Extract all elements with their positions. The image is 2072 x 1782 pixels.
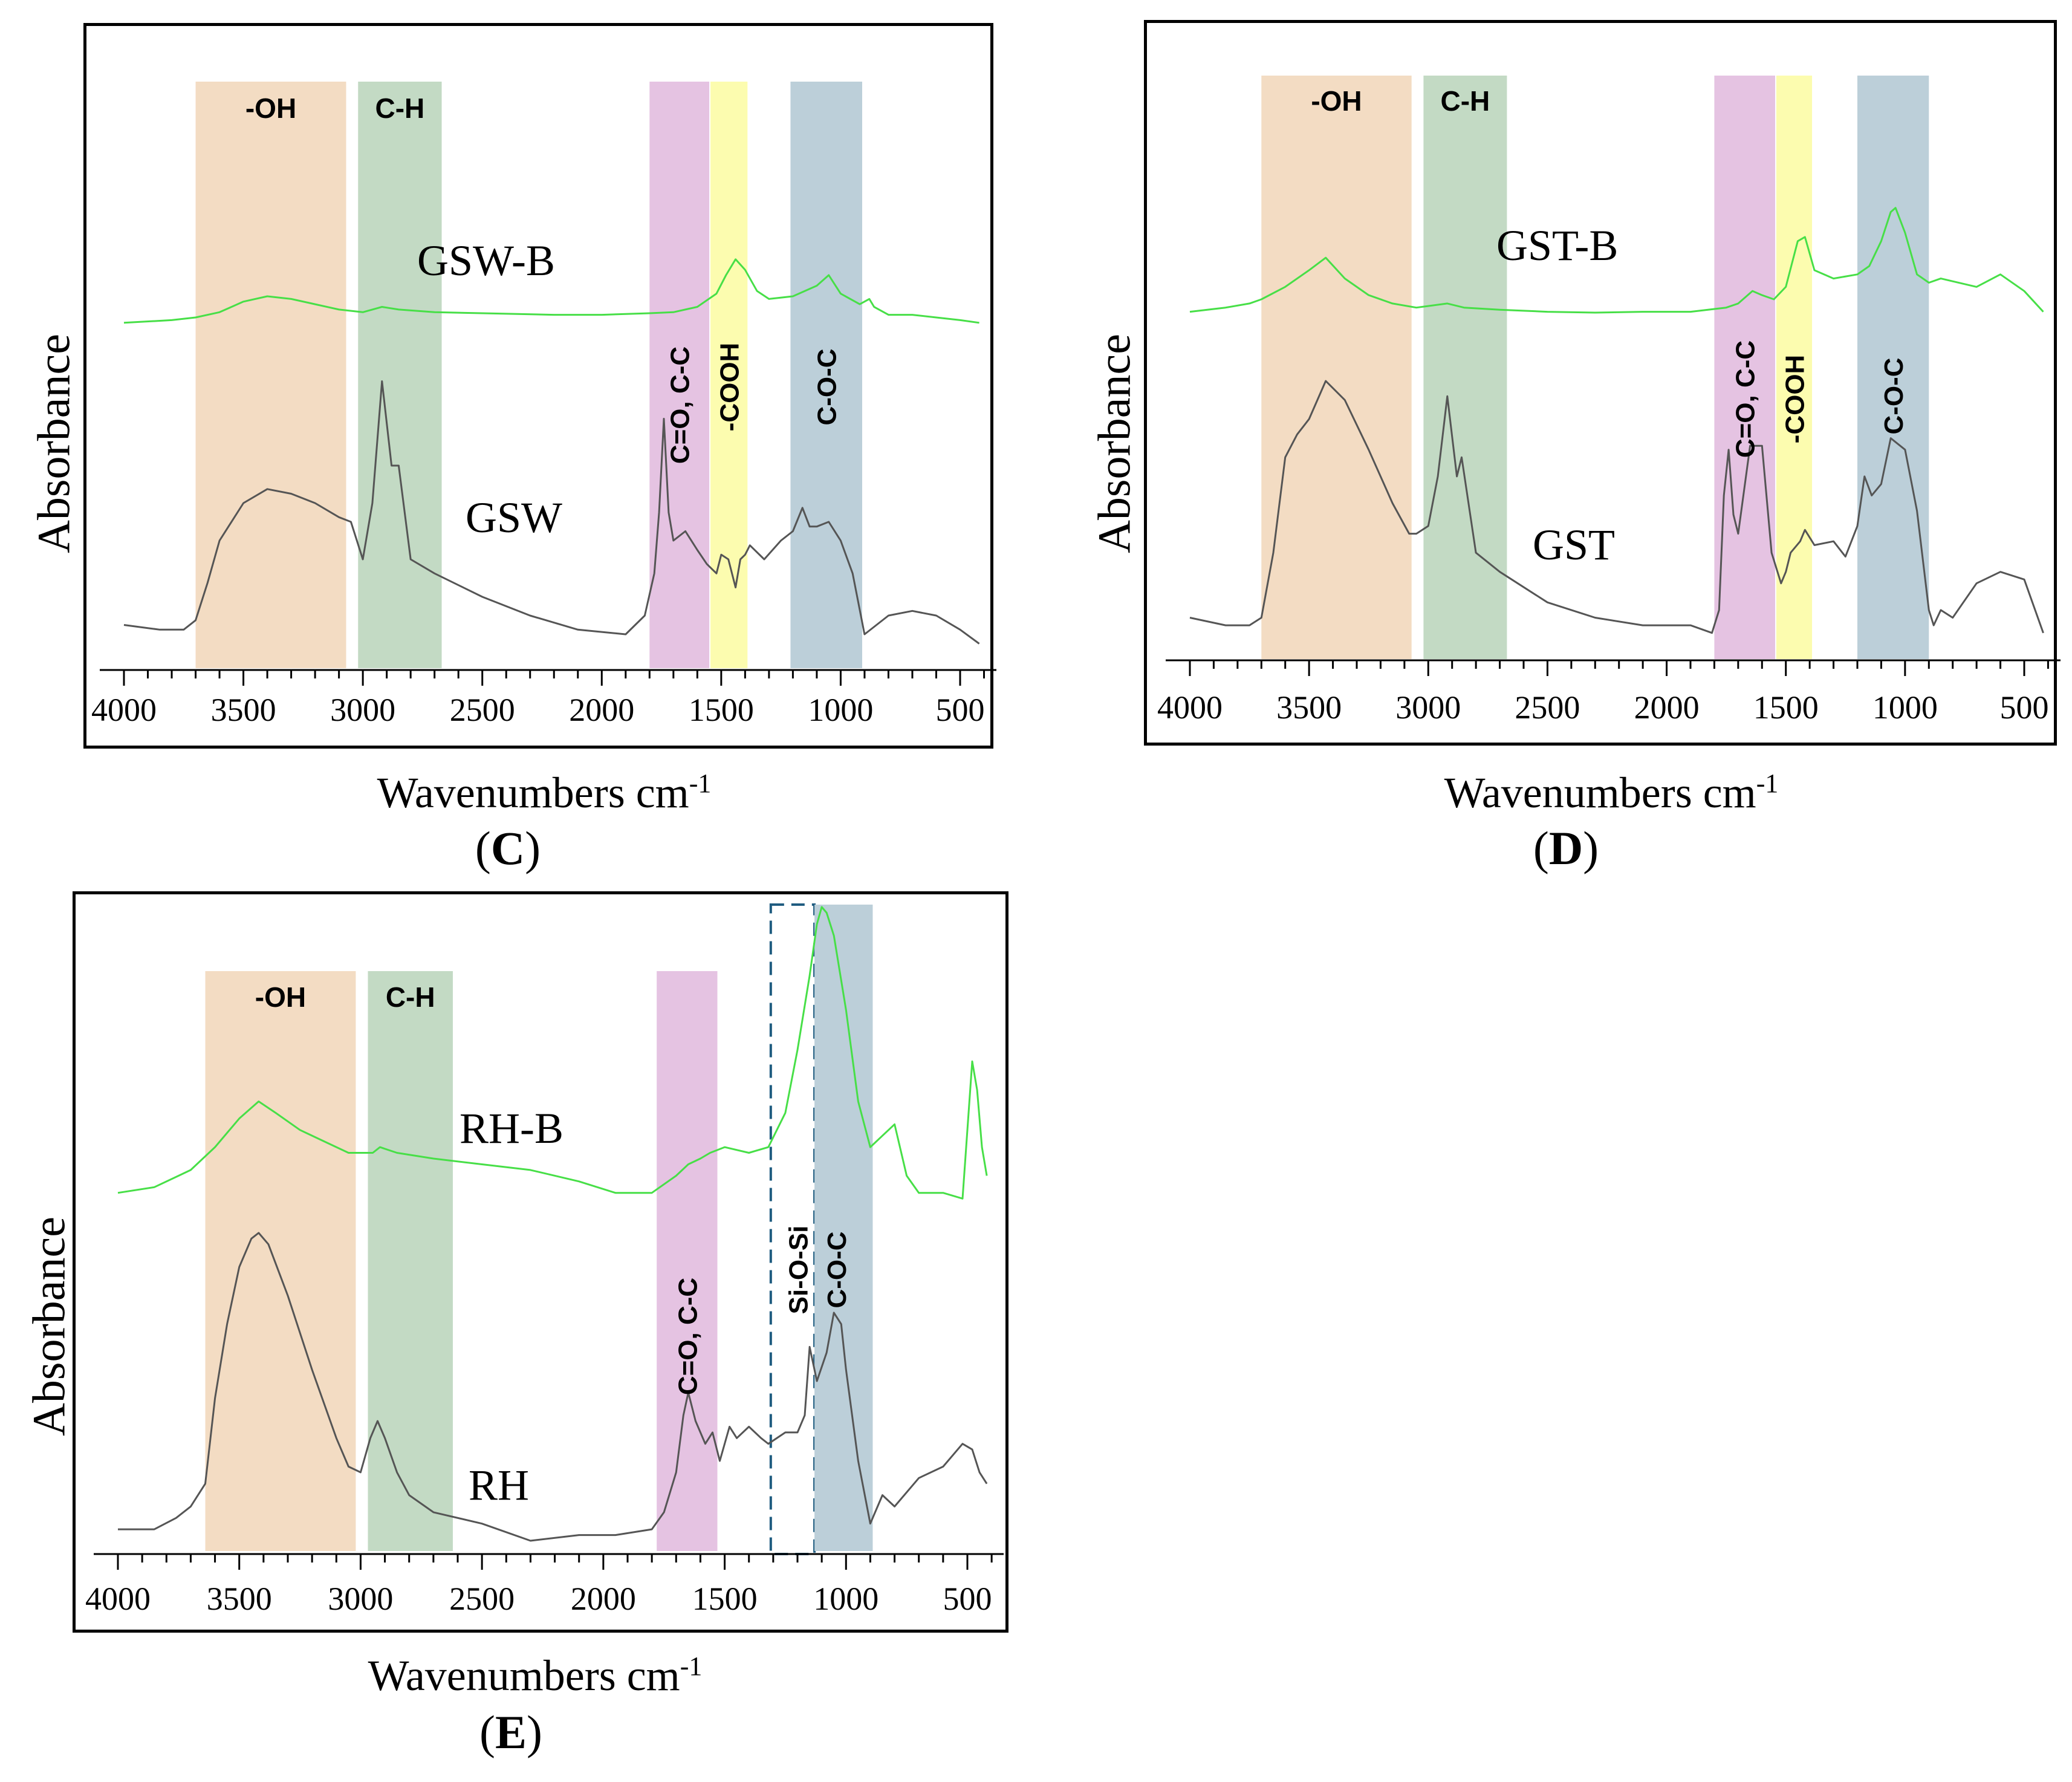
tick-label-4000: 4000 <box>1157 689 1223 726</box>
tick-label-1000: 1000 <box>1872 689 1938 726</box>
band-label-c-h: C-H <box>1441 85 1490 117</box>
band-label-oh: -OH <box>1311 85 1362 117</box>
si-o-si-dashed-box <box>769 903 816 1555</box>
band-label-oh: -OH <box>245 93 296 124</box>
band-c-h <box>1423 76 1507 659</box>
band-label-c-o-c: C-O-C <box>822 1231 852 1308</box>
series-line-rh <box>118 1232 988 1542</box>
tick-label-3000: 3000 <box>328 1581 393 1617</box>
band-cooh <box>1776 76 1813 659</box>
panel-letter: D <box>1548 822 1583 874</box>
x-axis-label-text: Wavenumbers cm <box>1444 769 1756 817</box>
panel-label: (E) <box>479 1706 542 1758</box>
plot-area: 4000 3500 3000 2500 2000 1500 1000 500 RH-B RH -OH… <box>85 903 1004 1617</box>
band-label-c-o-c-c: C=O, C-C <box>666 346 695 464</box>
tick-label-1500: 1500 <box>689 692 754 728</box>
series-label-gst: GST <box>1533 521 1615 569</box>
tick-label-1500: 1500 <box>692 1581 758 1617</box>
band-label-c-o-c: C-O-C <box>1879 357 1909 434</box>
band-label-c-h: C-H <box>386 981 435 1013</box>
series-line-gsw-b <box>123 258 979 324</box>
x-axis-label-superscript: -1 <box>1756 769 1779 798</box>
series-line-gst <box>1189 380 2044 634</box>
y-axis-label: Absorbance <box>24 1217 75 1436</box>
band-c-o-c <box>790 82 862 668</box>
plot-area: 4000 3500 3000 2500 2000 1500 1000 500 GST-B GST -… <box>1157 76 2061 726</box>
band-c-o-c-c <box>657 971 718 1551</box>
x-axis-label-superscript: -1 <box>680 1651 703 1681</box>
tick-label-2000: 2000 <box>1634 689 1700 726</box>
tick-label-3500: 3500 <box>1276 689 1342 726</box>
series-line-gst-b <box>1189 207 2044 314</box>
tick-label-3000: 3000 <box>1395 689 1461 726</box>
y-axis-label: Absorbance <box>28 334 80 553</box>
tick-label-3500: 3500 <box>207 1581 272 1617</box>
panel-d: 4000 3500 3000 2500 2000 1500 1000 500 GST-B GST -… <box>1058 0 2072 883</box>
x-axis-label-text: Wavenumbers cm <box>377 769 689 817</box>
x-axis-label: Wavenumbers cm-1 <box>233 1651 837 1701</box>
tick-label-2500: 2500 <box>450 692 515 728</box>
band-label-oh: -OH <box>255 981 306 1013</box>
series-line-rh-b <box>117 906 988 1200</box>
band-oh <box>205 971 356 1551</box>
panel-label: (D) <box>1533 822 1599 874</box>
panel-label: (C) <box>475 822 541 874</box>
plot-area: 4000 3500 3000 2500 2000 1500 1000 500 GSW-B GSW -… <box>91 82 996 728</box>
series-label-gsw: GSW <box>466 493 562 542</box>
tick-label-4000: 4000 <box>85 1581 151 1617</box>
band-c-o-c <box>1857 76 1929 659</box>
tick-label-2500: 2500 <box>1515 689 1580 726</box>
tick-label-500: 500 <box>943 1581 992 1617</box>
x-axis-label: Wavenumbers cm-1 <box>242 768 846 818</box>
tick-label-2500: 2500 <box>449 1581 515 1617</box>
series-label-rh-b: RH-B <box>460 1104 563 1153</box>
panel-c: 4000 3500 3000 2500 2000 1500 1000 500 GSW-B GSW -… <box>0 0 1028 883</box>
tick-label-4000: 4000 <box>91 692 157 728</box>
x-axis-label-text: Wavenumbers cm <box>368 1651 680 1700</box>
tick-label-3500: 3500 <box>211 692 276 728</box>
band-c-h <box>368 971 453 1551</box>
band-c-o-c-c <box>1714 76 1775 659</box>
tick-label-2000: 2000 <box>569 692 634 728</box>
series-label-gsw-b: GSW-B <box>417 236 555 285</box>
x-axis-label: Wavenumbers cm-1 <box>1309 768 1914 818</box>
band-c-o-c-c <box>649 82 710 668</box>
band-c-o-c <box>814 905 873 1551</box>
band-oh <box>195 82 346 668</box>
band-oh <box>1261 76 1412 659</box>
series-label-gst-b: GST-B <box>1496 221 1618 270</box>
band-c-h <box>358 82 442 668</box>
tick-label-3000: 3000 <box>330 692 395 728</box>
band-label-c-o-c-c: C=O, C-C <box>1731 340 1761 458</box>
panel-letter: E <box>495 1706 527 1758</box>
tick-label-500: 500 <box>936 692 985 728</box>
tick-label-1000: 1000 <box>808 692 873 728</box>
x-axis-label-superscript: -1 <box>689 769 712 798</box>
panel-letter: C <box>490 822 525 874</box>
panel-e: 4000 3500 3000 2500 2000 1500 1000 500 RH-B RH -OH… <box>0 883 1028 1782</box>
tick-label-1500: 1500 <box>1753 689 1819 726</box>
series-label-rh: RH <box>469 1461 529 1509</box>
series-line-gsw <box>123 380 980 645</box>
band-label-c-o-c: C-O-C <box>813 348 842 425</box>
tick-label-1000: 1000 <box>813 1581 878 1617</box>
band-label-cooh: -COOH <box>1781 355 1810 444</box>
band-label-c-h: C-H <box>375 93 425 124</box>
tick-label-2000: 2000 <box>571 1581 636 1617</box>
band-label-si-o-si: Si-O-Si <box>784 1226 814 1315</box>
y-axis-label: Absorbance <box>1089 334 1140 553</box>
band-label-cooh: -COOH <box>715 343 745 432</box>
band-label-c-o-c-c: C=O, C-C <box>673 1278 703 1395</box>
tick-label-500: 500 <box>2000 689 2049 726</box>
